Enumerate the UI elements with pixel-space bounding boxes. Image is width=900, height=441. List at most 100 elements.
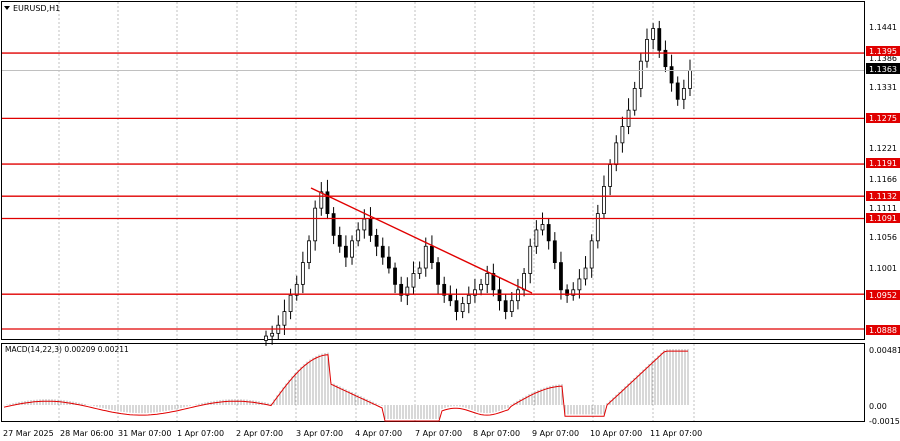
candle-body (663, 49, 668, 68)
candle-body (442, 283, 447, 296)
candle-body (516, 289, 520, 302)
candle-body (565, 289, 570, 296)
candle-body (632, 88, 637, 111)
candle-body (491, 273, 496, 291)
price-pane-frame (1, 1, 865, 340)
candle-body (620, 126, 625, 144)
candle-body (325, 191, 330, 215)
current-price-badge (866, 63, 900, 74)
candle-body (374, 234, 379, 247)
candle-body (448, 294, 453, 302)
candle-body (436, 262, 440, 285)
candle-body (430, 245, 434, 263)
candle-body (356, 229, 361, 242)
candle-body (411, 273, 416, 288)
macd-tick: 0.00481 (869, 346, 900, 355)
candle-body (399, 283, 404, 296)
candle-body (540, 224, 545, 231)
macd-tick: 0.00 (869, 402, 887, 411)
macd-label: MACD(14,22,3) 0.00209 0.00211 (5, 345, 129, 354)
candle-body (350, 240, 354, 258)
candle-body (362, 218, 367, 231)
price-axis: 1.1441 1.1386 1.1331 1.1221 1.1166 1.111… (869, 23, 897, 273)
horizontal-levels (2, 52, 864, 330)
time-tick: 7 Apr 07:00 (415, 429, 462, 438)
symbol-header[interactable]: EURUSD,H1 (4, 4, 60, 13)
candle-body (595, 213, 600, 242)
candle-body (509, 300, 514, 312)
macd-histogram (3, 349, 689, 419)
candle-body (417, 267, 422, 274)
candle-body (559, 262, 563, 291)
candle-body (466, 294, 471, 304)
level-label: 1.1191 (869, 159, 897, 168)
time-tick: 2 Apr 07:00 (236, 429, 283, 438)
candle-body (473, 289, 477, 296)
level-label: 1.1091 (869, 214, 897, 223)
level-labels: 1.1395 1.1275 1.1191 1.1132 1.1091 1.095… (866, 46, 900, 335)
candle-body (270, 332, 275, 337)
candle-body (571, 289, 576, 296)
macd-tick: -0.00158 (869, 417, 900, 426)
price-tick: 1.1386 (869, 54, 897, 63)
current-price-label: 1.1363 (869, 65, 897, 74)
candle-body (645, 39, 649, 62)
candle-body (294, 283, 299, 296)
price-tick: 1.1331 (869, 83, 897, 92)
level-label: 1.1275 (869, 114, 897, 123)
candle-body (589, 240, 594, 269)
candle-body (288, 294, 293, 312)
candle-body (380, 245, 385, 258)
candle-body (331, 213, 336, 236)
candle-body (264, 335, 268, 341)
candle-body (583, 267, 588, 280)
candle-body (552, 240, 557, 263)
candle-body (608, 164, 613, 187)
price-tick: 1.1001 (869, 264, 897, 273)
candle-body (485, 273, 490, 285)
time-tick: 31 Mar 07:00 (118, 429, 171, 438)
candle-body (528, 245, 533, 274)
candle-body (534, 229, 539, 247)
price-tick: 1.1111 (869, 204, 897, 213)
dropdown-triangle-icon[interactable] (4, 6, 10, 10)
candle-body (669, 66, 674, 84)
candle-body (602, 185, 606, 215)
price-tick: 1.1441 (869, 23, 897, 32)
candle-body (319, 191, 324, 209)
candle-body (368, 218, 373, 236)
candle-body (307, 240, 311, 263)
time-tick: 10 Apr 07:00 (590, 429, 642, 438)
level-label: 1.1132 (869, 192, 897, 201)
time-axis: 27 Mar 2025 28 Mar 06:00 31 Mar 07:00 1 … (3, 429, 702, 438)
time-tick: 27 Mar 2025 (3, 429, 54, 438)
candle-body (479, 283, 483, 291)
descending-trendline[interactable] (310, 187, 533, 294)
candle-body (282, 311, 287, 326)
level-label: 1.1395 (869, 47, 897, 56)
candle-body (614, 142, 619, 166)
vertical-gridlines (58, 2, 695, 421)
candle-body (522, 273, 526, 291)
macd-signal-line (3, 350, 688, 422)
candle-body (688, 70, 692, 89)
candle-body (393, 267, 397, 285)
candle-body (681, 88, 686, 100)
candle-body (657, 28, 662, 51)
time-tick: 8 Apr 07:00 (473, 429, 520, 438)
candle-body (497, 289, 502, 302)
candle-body (577, 278, 582, 291)
price-tick: 1.1166 (869, 175, 897, 184)
price-tick: 1.1056 (869, 233, 897, 242)
time-tick: 11 Apr 07:00 (650, 429, 702, 438)
candle-body (300, 262, 305, 285)
price-tick: 1.1221 (869, 144, 897, 153)
candle-body (651, 28, 656, 40)
time-tick: 3 Apr 07:00 (296, 429, 343, 438)
time-tick: 9 Apr 07:00 (532, 429, 579, 438)
time-tick: 1 Apr 07:00 (177, 429, 224, 438)
candle-body (638, 60, 643, 89)
time-tick: 4 Apr 07:00 (355, 429, 402, 438)
candle-body (423, 245, 428, 269)
